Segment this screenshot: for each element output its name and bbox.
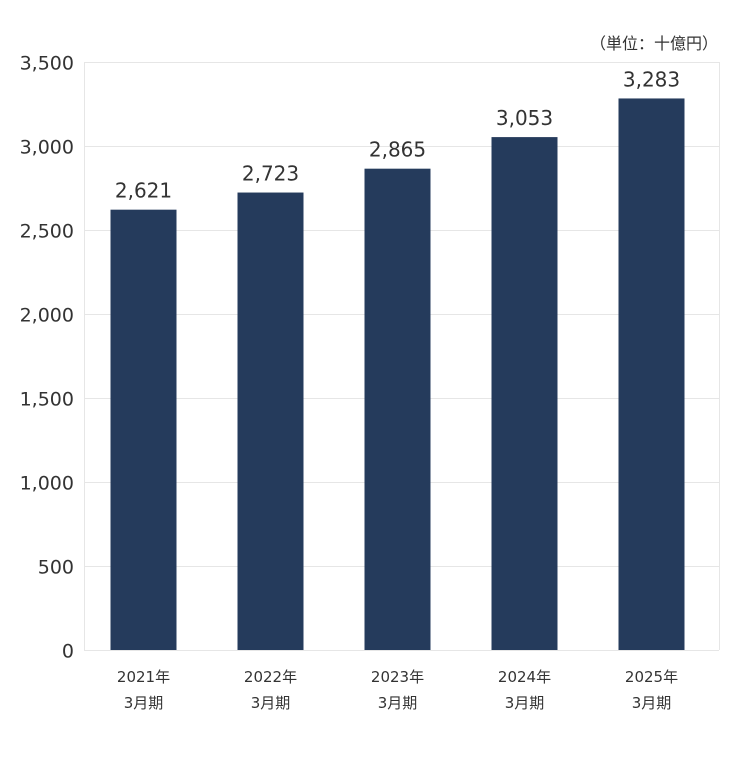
x-tick-label: 2022年 <box>244 668 297 686</box>
x-tick-label: 3月期 <box>124 694 164 712</box>
bar <box>364 168 431 650</box>
x-tick-label: 2021年 <box>117 668 170 686</box>
x-tick-label: 2025年 <box>625 668 678 686</box>
y-tick-label: 500 <box>38 557 74 579</box>
y-tick-label: 0 <box>62 641 74 663</box>
data-label: 3,283 <box>623 67 680 91</box>
y-tick-label: 2,500 <box>20 221 74 243</box>
x-tick-label: 3月期 <box>378 694 418 712</box>
data-label: 2,621 <box>115 179 172 203</box>
data-label: 2,723 <box>242 162 299 186</box>
x-tick-label: 3月期 <box>505 694 545 712</box>
x-tick-label: 3月期 <box>632 694 672 712</box>
x-tick-label: 2023年 <box>371 668 424 686</box>
y-tick-label: 3,500 <box>20 53 74 75</box>
x-tick-label: 2024年 <box>498 668 551 686</box>
bar <box>491 137 558 650</box>
y-tick-label: 1,000 <box>20 473 74 495</box>
data-label: 2,865 <box>369 138 426 162</box>
y-tick-label: 1,500 <box>20 389 74 411</box>
y-tick-label: 2,000 <box>20 305 74 327</box>
bar <box>237 192 304 650</box>
bar <box>110 209 177 650</box>
unit-label: （単位：十億円） <box>589 34 718 53</box>
bar <box>618 98 685 651</box>
data-label: 3,053 <box>496 106 553 130</box>
x-tick-label: 3月期 <box>251 694 291 712</box>
y-tick-label: 3,000 <box>20 137 74 159</box>
